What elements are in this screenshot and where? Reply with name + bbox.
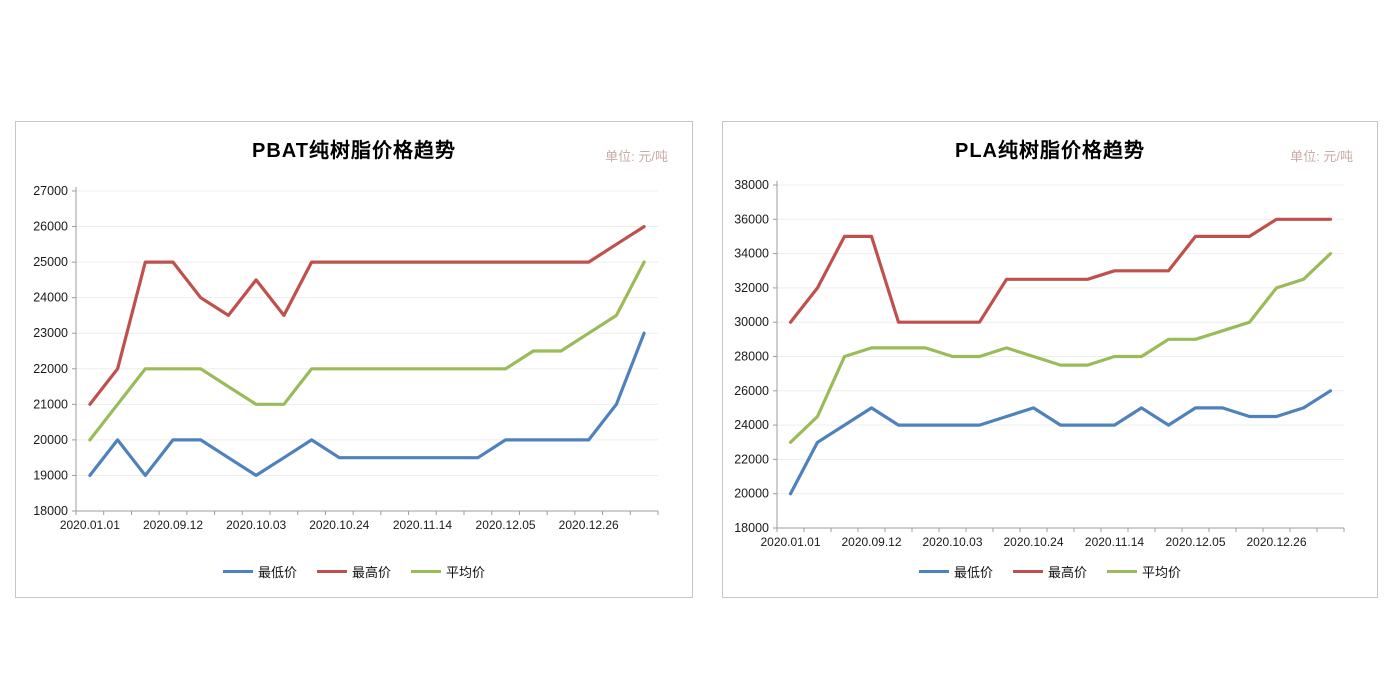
y-tick-label: 27000 xyxy=(33,184,68,198)
y-tick-label: 28000 xyxy=(734,350,769,364)
y-tick-label: 25000 xyxy=(33,255,68,269)
x-tick-label: 2020.11.14 xyxy=(1085,535,1144,549)
series-line-0 xyxy=(88,331,646,477)
legend-item-min-price: 最低价 xyxy=(918,562,993,581)
y-tick-label: 30000 xyxy=(734,315,769,329)
x-tick-label: 2020.12.26 xyxy=(559,518,619,532)
y-tick-label: 34000 xyxy=(734,247,769,261)
x-tick-label: 2020.01.01 xyxy=(760,535,820,549)
max-price-line-swatch xyxy=(316,570,347,573)
y-tick-label: 26000 xyxy=(33,220,68,234)
x-tick-label: 2020.12.05 xyxy=(476,518,536,532)
y-tick-label: 22000 xyxy=(33,362,68,376)
min-price-line-swatch xyxy=(222,570,253,573)
avg-price-line-swatch xyxy=(411,570,441,573)
series-line-1 xyxy=(88,224,646,406)
y-tick-label: 20000 xyxy=(33,433,68,447)
min-price-line-swatch xyxy=(918,570,949,573)
series-line-1 xyxy=(788,217,1333,324)
legend-label-min-price: 最低价 xyxy=(257,565,297,580)
y-tick-label: 24000 xyxy=(33,291,68,305)
x-tick-label: 2020.11.14 xyxy=(393,518,452,532)
legend-item-min-price: 最低价 xyxy=(222,562,297,581)
x-tick-label: 2020.09.12 xyxy=(143,518,203,532)
y-tick-label: 19000 xyxy=(33,468,68,482)
x-tick-label: 2020.10.03 xyxy=(226,518,286,532)
legend-label-min-price: 最低价 xyxy=(953,565,993,580)
series-line-2 xyxy=(788,252,1333,444)
y-tick-label: 24000 xyxy=(734,418,769,432)
pla-unit-label: 单位: 元/吨 xyxy=(1290,149,1353,164)
pbat-plot-area: 18000 19000 20000 21000 22000 23000 24000 25000… xyxy=(33,184,659,532)
y-tick-label: 20000 xyxy=(734,487,769,501)
legend-label-max-price: 最高价 xyxy=(351,565,391,580)
legend-item-avg-price: 平均价 xyxy=(411,562,485,581)
max-price-line-swatch xyxy=(1012,570,1043,573)
y-tick-label: 32000 xyxy=(734,281,769,295)
x-tick-label: 2020.10.03 xyxy=(922,535,982,549)
x-tick-label: 2020.09.12 xyxy=(841,535,901,549)
pbat-unit-label: 单位: 元/吨 xyxy=(605,149,668,164)
x-tick-label: 2020.01.01 xyxy=(60,518,120,532)
legend-label-avg-price: 平均价 xyxy=(1142,565,1182,580)
pla-chart-panel: 18000 20000 22000 24000 26000 28000 30000 32000… xyxy=(722,121,1378,598)
x-tick-label: 2020.12.26 xyxy=(1246,535,1306,549)
pla-legend: 最低价 最高价 平均价 xyxy=(723,562,1377,581)
pla-chart-title: PLA纯树脂价格趋势 xyxy=(955,140,1145,162)
pbat-legend: 最低价 最高价 平均价 xyxy=(16,562,692,581)
legend-item-avg-price: 平均价 xyxy=(1107,562,1181,581)
x-tick-label: 2020.12.05 xyxy=(1165,535,1225,549)
pbat-chart-panel: 18000 19000 20000 21000 22000 23000 24000 25000… xyxy=(15,121,693,598)
pbat-chart-title: PBAT纯树脂价格趋势 xyxy=(252,140,456,162)
x-tick-label: 2020.10.24 xyxy=(1003,535,1063,549)
avg-price-line-swatch xyxy=(1107,570,1137,573)
series-line-2 xyxy=(88,260,646,442)
y-tick-label: 26000 xyxy=(734,384,769,398)
y-tick-label: 18000 xyxy=(734,521,769,535)
x-tick-label: 2020.10.24 xyxy=(309,518,369,532)
y-tick-label: 18000 xyxy=(33,504,68,518)
legend-label-avg-price: 平均价 xyxy=(446,565,486,580)
y-tick-label: 23000 xyxy=(33,326,68,340)
y-tick-label: 36000 xyxy=(734,212,769,226)
y-tick-label: 38000 xyxy=(734,178,769,192)
legend-label-max-price: 最高价 xyxy=(1047,565,1087,580)
y-tick-label: 22000 xyxy=(734,452,769,466)
legend-item-max-price: 最高价 xyxy=(316,562,391,581)
series-line-0 xyxy=(788,389,1333,496)
y-tick-label: 21000 xyxy=(33,397,68,411)
pla-plot-area: 18000 20000 22000 24000 26000 28000 30000 32000… xyxy=(734,178,1345,549)
legend-item-max-price: 最高价 xyxy=(1012,562,1087,581)
